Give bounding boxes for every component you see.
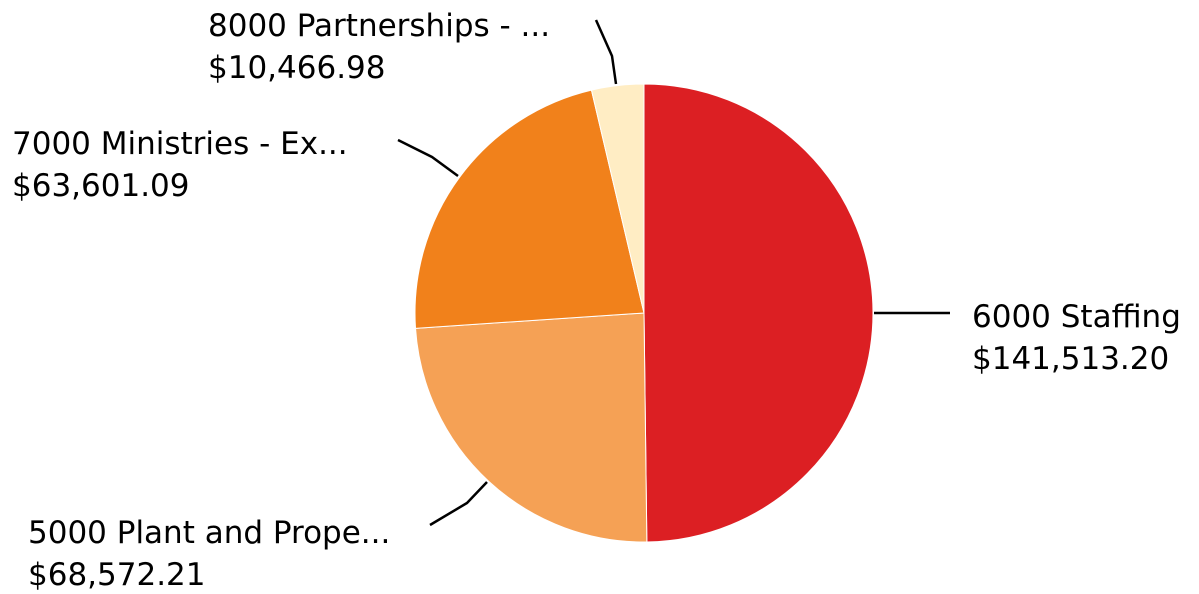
slice-label-plant-and-property: 5000 Plant and Prope... $68,572.21 — [28, 515, 390, 593]
slice-label-name: 5000 Plant and Prope... — [28, 515, 390, 551]
slice-ministries[interactable] — [414, 89, 645, 329]
slice-label-value: $63,601.09 — [12, 168, 190, 204]
leader-lines — [397, 19, 950, 527]
slice-label-value: $10,466.98 — [208, 50, 386, 86]
slice-label-ministries: 7000 Ministries - Ex... $63,601.09 — [12, 126, 348, 204]
leader-line-plant-and-property — [429, 481, 488, 527]
slice-plant-and-property[interactable] — [414, 312, 648, 543]
slice-label-value: $68,572.21 — [28, 557, 206, 593]
slice-staffing[interactable] — [643, 83, 874, 543]
leader-line-ministries — [397, 138, 459, 178]
slice-label-staffing: 6000 Staffing $141,513.20 — [972, 299, 1181, 377]
slice-label-name: 6000 Staffing — [972, 299, 1181, 335]
slice-label-name: 7000 Ministries - Ex... — [12, 126, 348, 162]
slice-label-value: $141,513.20 — [972, 341, 1169, 377]
slice-label-partnerships: 8000 Partnerships - ... $10,466.98 — [208, 8, 550, 86]
slice-partnerships[interactable] — [590, 83, 645, 314]
pie-slices — [414, 83, 874, 543]
leader-line-partnerships — [594, 19, 618, 85]
slice-label-name: 8000 Partnerships - ... — [208, 8, 550, 44]
